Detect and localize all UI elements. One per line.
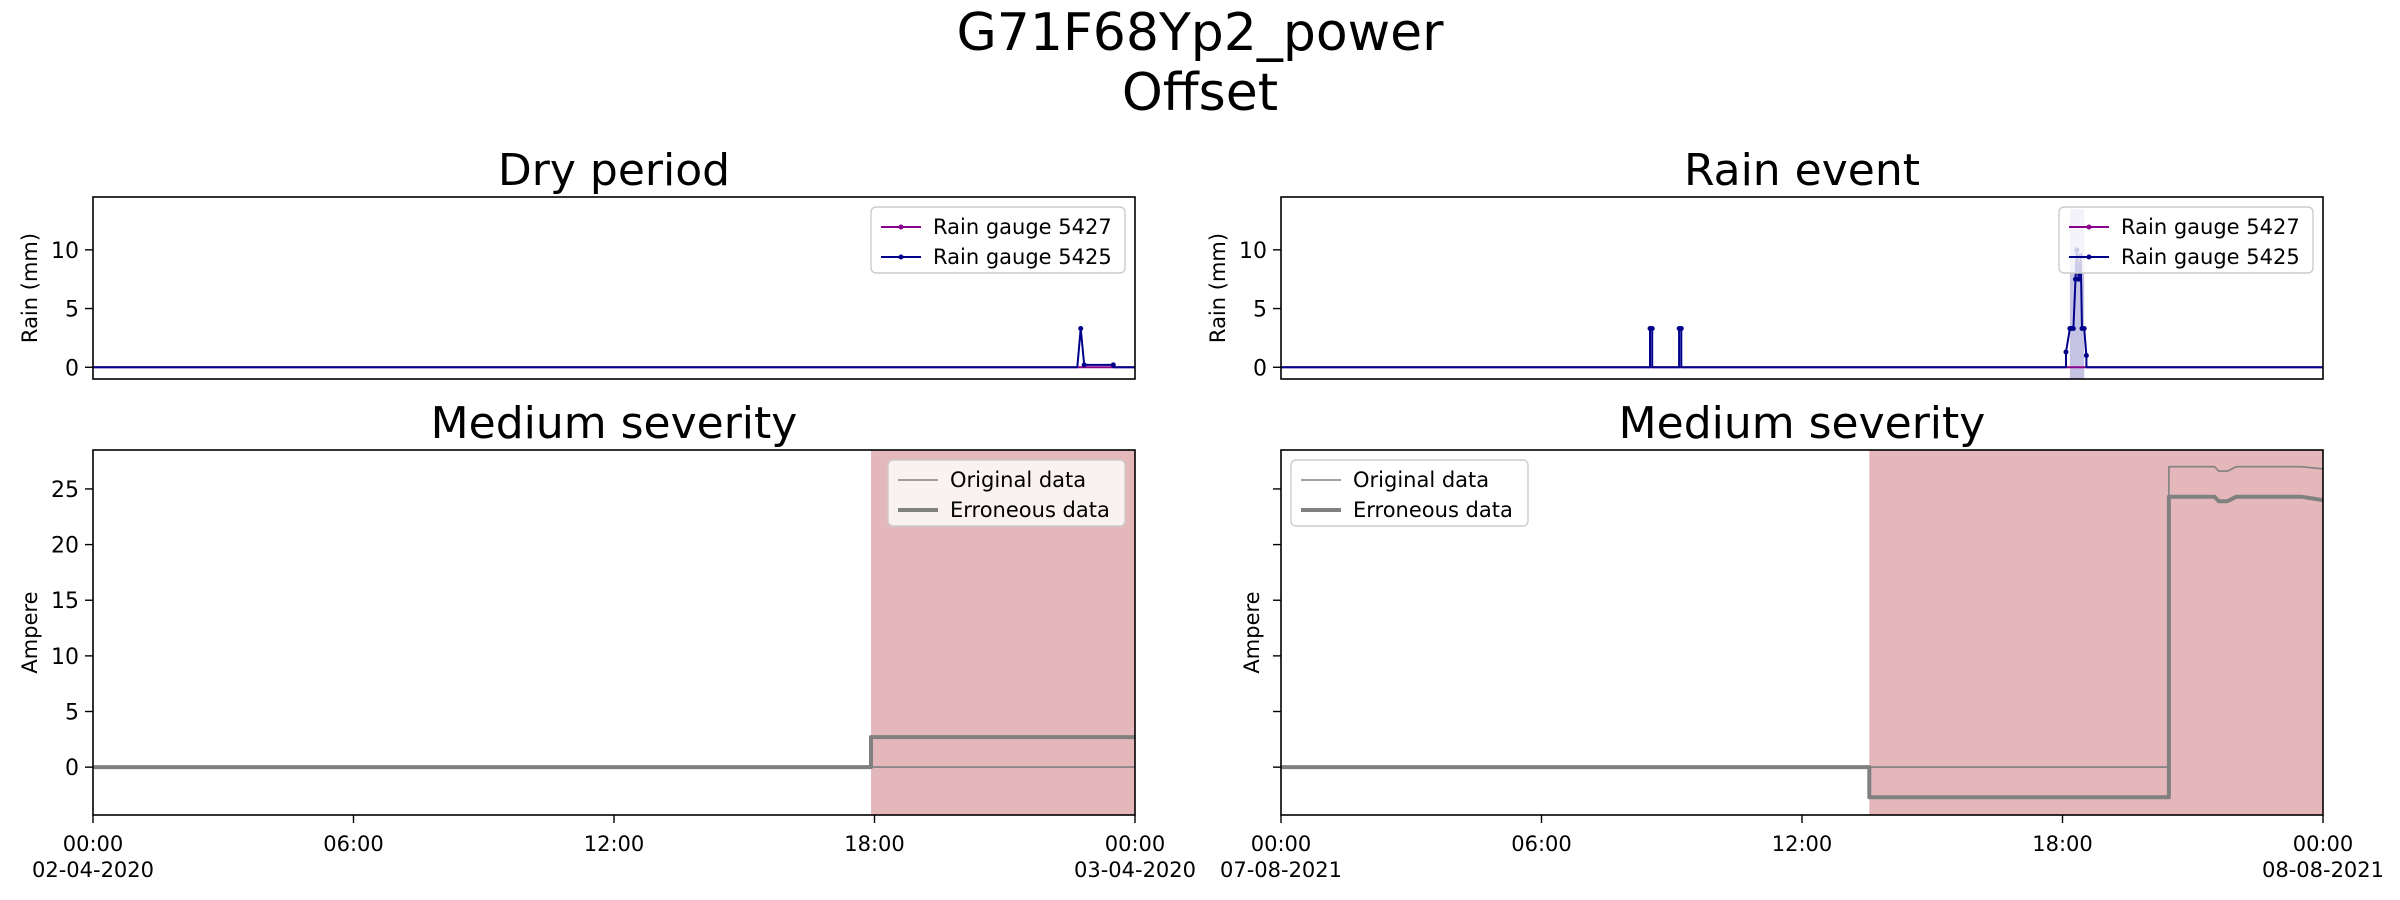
- y-tick-label: 0: [1253, 356, 1267, 381]
- data-point: [1649, 326, 1655, 332]
- x-tick-label: 12:00: [584, 832, 645, 856]
- x-date-start: 07-08-2021: [1220, 858, 1342, 882]
- y-tick-label: 15: [51, 589, 79, 614]
- y-tick-label: 5: [65, 298, 79, 323]
- data-point: [2063, 349, 2069, 355]
- chart-panel-1: Dry period 0 5 10 Rain (mm) Rain gauge 5427 Ra…: [18, 145, 1136, 381]
- chart-panel-3: Medium severity 0 5 10 15 20 25 Ampere 00:00 06:0…: [18, 398, 1196, 882]
- chart-panel-2: Rain event 0 5 10 Rain (mm) Rain gauge 5427 Ra…: [1206, 145, 2324, 381]
- data-point: [2076, 276, 2082, 282]
- x-tick-label: 18:00: [2032, 832, 2093, 856]
- y-tick-label: 25: [51, 478, 79, 503]
- legend-label: Original data: [950, 468, 1086, 492]
- y-tick-label: 0: [65, 756, 79, 781]
- y-tick-label: 0: [65, 356, 79, 381]
- legend-label: Original data: [1353, 468, 1489, 492]
- x-tick-label: 00:00: [63, 832, 124, 856]
- figure-title: G71F68Yp2_power: [956, 3, 1444, 63]
- plot-frame: [1280, 196, 2324, 380]
- x-tick-label: 06:00: [323, 832, 384, 856]
- panel-title: Dry period: [498, 145, 730, 196]
- y-axis-label: Rain (mm): [1206, 233, 1230, 343]
- legend-label: Rain gauge 5425: [2121, 245, 2300, 269]
- panel-title: Medium severity: [431, 398, 798, 449]
- legend-box: [2058, 206, 2314, 274]
- x-date-start: 02-04-2020: [32, 858, 154, 882]
- series-line: [93, 327, 1135, 369]
- legend-marker: [2086, 224, 2092, 230]
- legend-label: Rain gauge 5427: [2121, 215, 2300, 239]
- chart-panel-4: Medium severity Ampere 00:00 06:00 12:00 18:0…: [1220, 398, 2384, 882]
- x-tick-label: 06:00: [1511, 832, 1572, 856]
- y-tick-label: 20: [51, 534, 79, 559]
- data-point: [1110, 362, 1116, 368]
- legend-box: [887, 459, 1126, 527]
- y-tick-label: 5: [65, 701, 79, 726]
- legend-label: Rain gauge 5427: [933, 215, 1112, 239]
- figure-subtitle: Offset: [1122, 63, 1278, 123]
- y-tick-label: 5: [1253, 298, 1267, 323]
- series-line: [1281, 494, 2324, 800]
- legend-box: [1290, 459, 1529, 527]
- data-point: [1081, 362, 1087, 368]
- x-date-end: 03-04-2020: [1074, 858, 1196, 882]
- data-point: [2070, 326, 2076, 332]
- legend-marker: [898, 254, 904, 260]
- y-axis-label: Rain (mm): [18, 233, 42, 343]
- panel-title: Rain event: [1684, 145, 1920, 196]
- x-tick-label: 00:00: [2293, 832, 2354, 856]
- data-point: [1078, 326, 1084, 332]
- series-line: [93, 735, 1135, 770]
- y-tick-label: 10: [51, 239, 79, 264]
- legend-marker: [898, 224, 904, 230]
- plot-frame: [92, 196, 1136, 380]
- y-tick-label: 10: [1239, 239, 1267, 264]
- legend-marker: [2086, 254, 2092, 260]
- x-tick-label: 00:00: [1251, 832, 1312, 856]
- x-date-end: 08-08-2021: [2262, 858, 2384, 882]
- panel-title: Medium severity: [1619, 398, 1986, 449]
- data-point: [1678, 326, 1684, 332]
- data-point: [2081, 326, 2087, 332]
- y-axis-label: Ampere: [1240, 591, 1264, 673]
- legend-label: Erroneous data: [1353, 498, 1513, 522]
- legend-label: Erroneous data: [950, 498, 1110, 522]
- legend-box: [870, 206, 1126, 274]
- error-region: [1869, 450, 2323, 815]
- x-tick-label: 00:00: [1105, 832, 1166, 856]
- data-point: [2083, 353, 2089, 359]
- x-tick-label: 18:00: [844, 832, 905, 856]
- y-tick-label: 10: [51, 645, 79, 670]
- x-tick-label: 12:00: [1772, 832, 1833, 856]
- y-axis-label: Ampere: [18, 591, 42, 673]
- legend-label: Rain gauge 5425: [933, 245, 1112, 269]
